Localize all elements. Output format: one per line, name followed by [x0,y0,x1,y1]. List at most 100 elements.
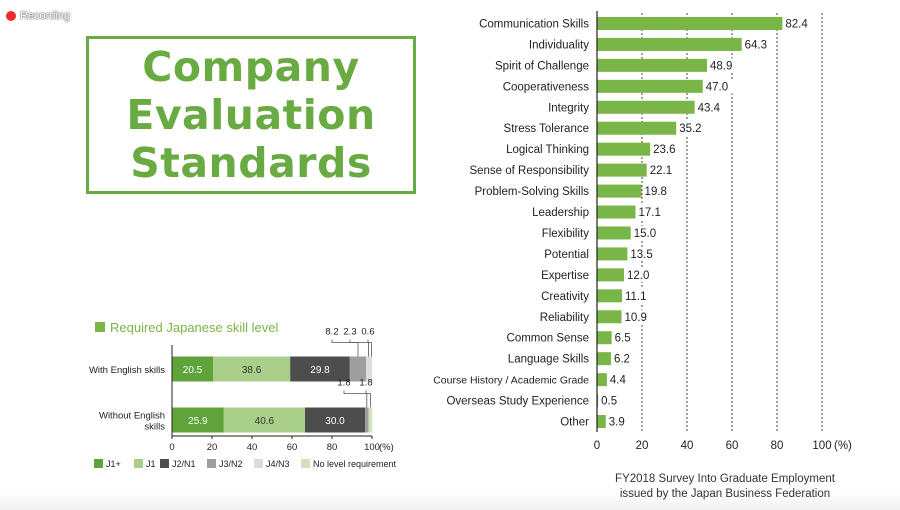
value-label: 82.4 [785,18,808,30]
small-segment-label: 2.3 [343,327,356,338]
value-label-bg [648,163,678,178]
bar [597,184,642,198]
recording-label: Recording [20,10,71,22]
category-label: Common Sense [507,333,589,345]
legend-label: J1+ [106,459,121,469]
value-label: 10.9 [625,312,647,324]
segment-label: 40.6 [255,416,275,427]
category-label: Integrity [548,102,589,114]
category-label: Potential [544,249,589,261]
bar [597,79,703,93]
stack-segment [370,356,372,382]
legend-label: J3/N2 [219,459,243,469]
value-label-bg [629,246,658,261]
source-line-1: FY2018 Survey Into Graduate Employment [615,473,835,485]
bar [597,142,651,156]
category-label: Creativity [541,291,589,303]
skill-x-tick-label: 80 [327,442,338,453]
small-segment-label: 0.6 [361,327,374,338]
x-tick-label: 60 [726,440,739,452]
title-line-2: Evaluation [126,91,376,139]
leader-line [365,390,371,408]
stack-segment [223,407,305,433]
title-line-1: Company [142,43,360,91]
value-label: 11.1 [625,291,647,303]
leader-line [349,339,369,357]
value-label-bg [623,309,652,324]
value-label-bg [626,267,655,282]
bar [597,16,783,30]
value-label-bg [743,37,773,52]
stack-segment [172,356,213,382]
value-label: 19.8 [645,186,667,198]
category-label: Course History / Academic Grade [433,375,589,387]
bar [597,37,742,51]
category-label: Spirit of Challenge [495,60,589,72]
value-label: 43.4 [698,102,721,114]
legend-swatch [94,459,103,468]
value-label: 22.1 [650,165,672,177]
skill-x-tick-label: 100 [364,442,380,453]
value-label: 13.5 [630,249,652,261]
legend-swatch [207,459,216,468]
x-tick-label: 80 [771,440,784,452]
stack-segment [172,407,224,433]
value-label-bg [696,100,726,115]
value-label-bg [612,351,635,366]
legend-swatch [254,459,263,468]
leader-line [343,390,368,408]
x-tick-label: 20 [636,440,649,452]
value-label: 48.9 [710,60,732,72]
value-label: 15.0 [634,228,656,240]
category-label: Logical Thinking [506,144,589,156]
bar [597,331,612,345]
value-label: 23.6 [653,144,675,156]
small-segment-label: 8.2 [325,327,338,338]
value-label: 4.4 [610,375,627,387]
x-tick-label: 100 [812,440,831,452]
bar [597,373,607,387]
bar [597,415,606,429]
value-label-bg [643,184,672,199]
category-label: Reliability [540,312,589,324]
value-label: 6.5 [615,333,631,345]
value-label-bg [613,330,636,345]
value-label-bg [623,288,653,303]
value-label-bg [678,121,707,136]
stack-segment [349,356,367,382]
source-line-2: issued by the Japan Business Federation [600,487,850,502]
category-label: Stress Tolerance [504,123,589,135]
skill-x-tick-label: 40 [247,442,258,453]
category-label: Sense of Responsibility [469,165,589,177]
stack-segment [365,407,369,433]
record-dot-icon [6,11,16,21]
recording-indicator: Recording [6,10,70,22]
legend-label: No level requirement [313,459,397,469]
value-label: 47.0 [706,81,728,93]
x-unit-label: (%) [834,440,852,452]
value-label-bg [607,414,630,429]
stack-segment [368,407,373,433]
bar [597,289,622,303]
segment-label: 29.8 [310,365,330,376]
value-label-bg [632,225,662,240]
x-tick-label: 40 [681,440,694,452]
legend-swatch [134,459,143,468]
value-label: 64.3 [745,39,767,51]
legend-label: J4/N3 [266,459,290,469]
row-label: With English skills [89,365,165,376]
bar [597,226,631,240]
bar [597,310,622,324]
value-label: 6.2 [614,354,630,366]
value-label-bg [709,58,738,73]
title-line-3: Standards [130,139,372,187]
small-segment-label: 1.8 [359,378,372,389]
segment-label: 30.0 [325,416,345,427]
title-square-icon [95,322,105,332]
category-label: Expertise [541,270,589,282]
stack-segment [213,356,291,382]
leader-line [331,339,359,357]
legend-swatch [160,459,169,468]
stack-segment [305,407,365,433]
